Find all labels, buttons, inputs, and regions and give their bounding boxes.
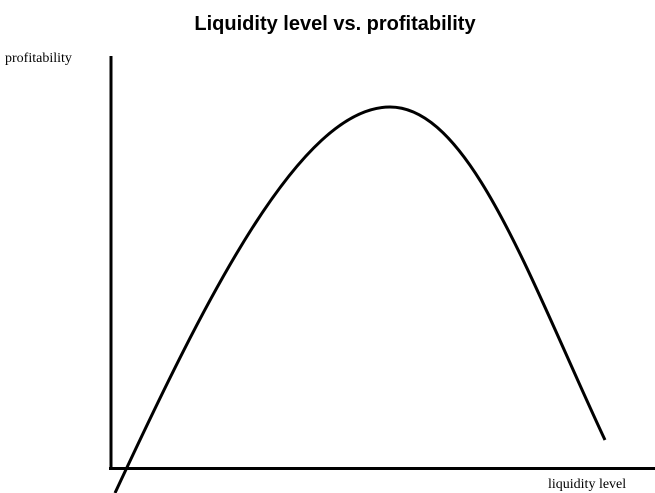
diagram-title: Liquidity level vs. profitability [194,13,476,35]
y-axis-label: profitability [5,51,72,66]
x-axis-label: liquidity level [548,477,626,492]
curve [113,105,607,493]
